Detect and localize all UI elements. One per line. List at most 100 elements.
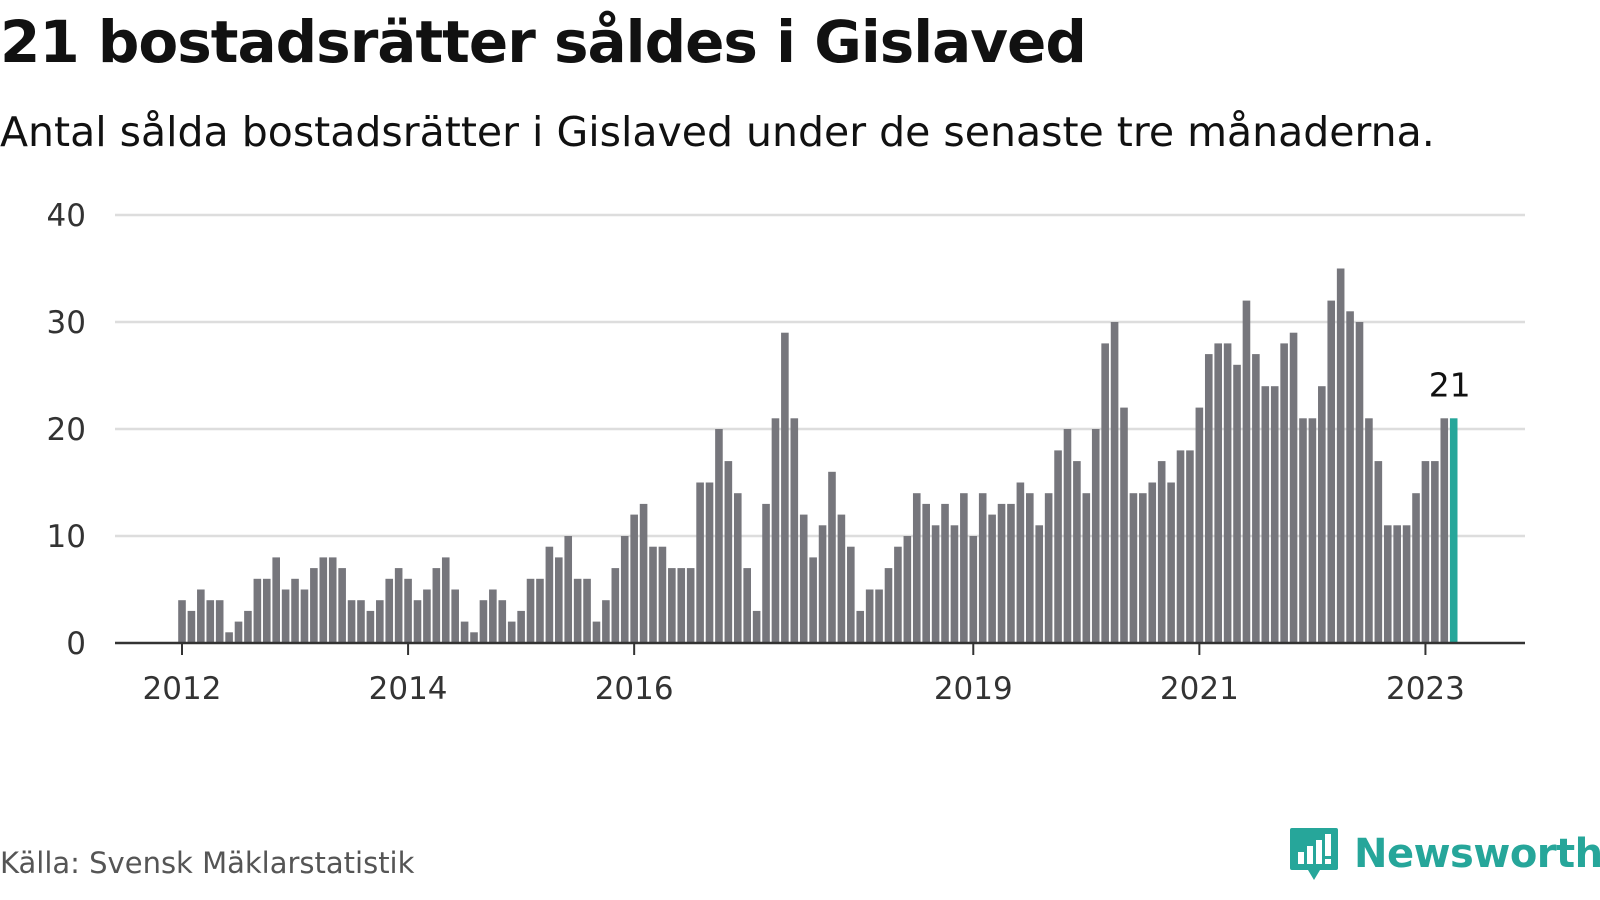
bar [1214, 343, 1222, 643]
bar [1402, 525, 1411, 643]
bar [517, 610, 525, 643]
bar [225, 632, 233, 643]
bar [630, 514, 638, 643]
bar [291, 578, 299, 643]
bar [733, 493, 742, 643]
y-tick-label: 0 [66, 626, 86, 662]
bar [1129, 493, 1138, 643]
chart-title: 21 bostadsrätter såldes i Gislaved [0, 8, 1087, 76]
bar [1431, 461, 1439, 643]
newsworthy-logo: Newsworthy [1288, 826, 1600, 882]
bar [1223, 343, 1232, 643]
bar [988, 514, 996, 643]
bar [884, 568, 893, 643]
x-axis: 2012 2014 2016 2019 2021 2023 [115, 641, 1525, 707]
bar [347, 600, 356, 643]
bar [856, 610, 865, 643]
bar [903, 536, 912, 643]
bar [724, 461, 733, 643]
bar [1082, 493, 1091, 643]
bar-chart: 0 10 20 30 40 2012 2014 2016 2019 2021 2023 21 [47, 198, 1525, 707]
bar [649, 546, 657, 643]
bar [1233, 364, 1241, 643]
bar [762, 503, 770, 643]
bar [639, 503, 648, 643]
bar [686, 568, 695, 643]
bar [894, 546, 902, 643]
bar [960, 493, 968, 643]
bar [1110, 322, 1119, 643]
bar [1120, 407, 1128, 643]
bar [611, 568, 620, 643]
bar [1365, 418, 1373, 643]
bar [376, 600, 384, 643]
bar [696, 482, 704, 643]
bar [781, 332, 789, 643]
bar [715, 429, 723, 643]
bar [1016, 482, 1025, 643]
bar [799, 514, 808, 643]
bar [526, 578, 535, 643]
bars [178, 268, 1458, 643]
bar [357, 600, 365, 643]
bar [752, 610, 761, 643]
bar [470, 632, 478, 643]
bar [281, 589, 290, 643]
bar [234, 621, 243, 643]
bar [1026, 493, 1034, 643]
bar [423, 589, 431, 643]
bar [1318, 386, 1326, 643]
bar [479, 600, 488, 643]
bar [555, 557, 563, 643]
bar [385, 578, 394, 643]
labels: 21 [1429, 365, 1471, 404]
bar [828, 471, 836, 643]
bar [705, 482, 714, 643]
bar [545, 546, 554, 643]
bar [394, 568, 403, 643]
bar [507, 621, 516, 643]
bar [809, 557, 817, 643]
bar [460, 621, 469, 643]
bar [310, 568, 318, 643]
bar [1374, 461, 1383, 643]
x-tick-label: 2019 [934, 671, 1013, 707]
bar [413, 600, 422, 643]
bar [583, 578, 591, 643]
bar [1336, 268, 1345, 643]
bar [1280, 343, 1288, 643]
bar [790, 418, 799, 643]
chart-subtitle: Antal sålda bostadsrätter i Gislaved und… [0, 108, 1435, 156]
bar [818, 525, 827, 643]
bar [1157, 461, 1166, 643]
bar [771, 418, 780, 643]
bar [1167, 482, 1175, 643]
bar [931, 525, 940, 643]
bar [253, 578, 262, 643]
bar [1186, 450, 1194, 643]
bar [197, 589, 205, 643]
x-tick-label: 2012 [143, 671, 222, 707]
bar [432, 568, 441, 643]
bar [366, 610, 375, 643]
bar [677, 568, 686, 643]
bar [1035, 525, 1044, 643]
bar [1044, 493, 1053, 643]
bar [441, 557, 450, 643]
data-label: 21 [1429, 365, 1471, 404]
bar [592, 621, 601, 643]
bar [1440, 418, 1449, 643]
bar [837, 514, 846, 643]
x-tick-label: 2014 [369, 671, 448, 707]
bar [215, 600, 224, 643]
bar [997, 503, 1006, 643]
bar [875, 589, 883, 643]
bar [536, 578, 544, 643]
bar [1204, 354, 1213, 643]
bar [1195, 407, 1204, 643]
bar [1355, 322, 1364, 643]
bar [668, 568, 676, 643]
bar [1289, 332, 1298, 643]
y-tick-label: 30 [47, 305, 86, 341]
x-tick-label: 2016 [595, 671, 674, 707]
